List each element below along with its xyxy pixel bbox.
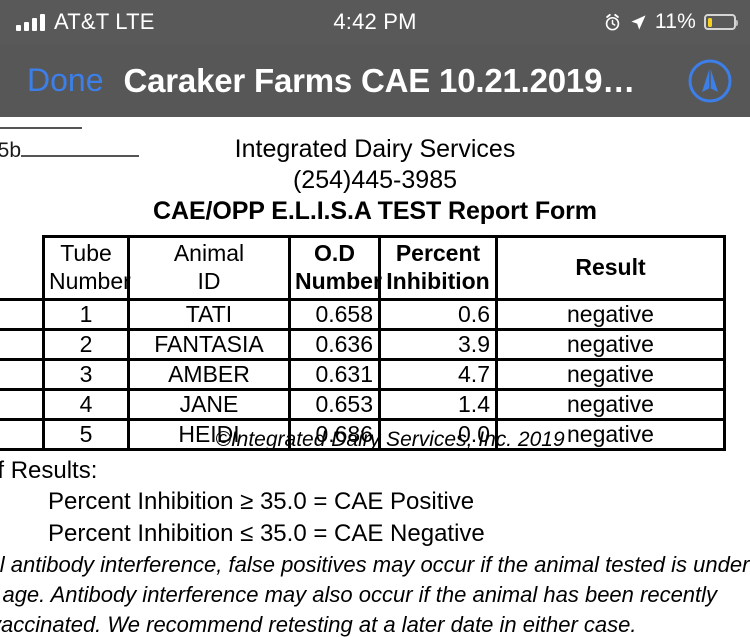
status-bar: AT&T LTE 4:42 PM 11%: [0, 0, 750, 44]
organization-phone: (254)445-3985: [292, 166, 457, 194]
disclaimer-line-3: vaccinated. We recommend retesting at a …: [0, 612, 637, 637]
column-header-result: Result: [495, 235, 726, 301]
cell-id: HEIDI: [127, 418, 291, 451]
copyright-notice: ©Integrated Dairy Services, Inc. 2019: [215, 428, 565, 451]
disclaimer-line-2: of age. Antibody interference may also o…: [0, 582, 718, 607]
cell-id: AMBER: [127, 358, 291, 391]
cell-result: negative: [495, 358, 726, 391]
table-header: Tube Number Animal ID O.D Number Percent In…: [0, 235, 726, 301]
interpretation-negative-rule: Percent Inhibition ≤ 35.0 = CAE Negative: [48, 520, 485, 547]
table-body: 1 TATI 0.658 0.6 negative 2 FANTASIA 0.636 3.9 ne…: [0, 298, 726, 451]
status-bar-left: AT&T LTE: [16, 0, 155, 44]
cell-pi: 4.7: [378, 358, 498, 391]
table-row: 1 TATI 0.658 0.6 negative: [0, 298, 726, 331]
status-bar-right: 11%: [603, 0, 738, 44]
interpretation-heading: n of Results:: [0, 457, 98, 484]
cell-tube: 3: [42, 358, 130, 391]
blank-line: [21, 155, 140, 157]
cell-od: 0.653: [288, 388, 381, 421]
row-prefix-cell: [0, 298, 45, 331]
blank-line: [0, 127, 82, 129]
column-header-pi: Percent Inhibition: [378, 235, 498, 301]
form-field-clipped-top: [0, 117, 82, 135]
column-header-tube: Tube Number: [42, 235, 131, 301]
column-header-od: O.D Number: [288, 235, 382, 301]
clock-label: 4:42 PM: [333, 9, 417, 34]
table-row: 3 AMBER 0.631 4.7 negative: [0, 358, 726, 391]
results-table: Tube Number Animal ID O.D Number Percent In…: [0, 235, 726, 451]
location-arrow-icon: [631, 14, 646, 30]
table-row: 5 HEIDI 0.686 0.0 negative: [0, 418, 726, 451]
safari-compass-icon[interactable]: [686, 57, 734, 105]
cell-pi: 0.6: [378, 298, 498, 331]
cell-result: negative: [495, 328, 726, 361]
cell-od: 0.636: [288, 328, 381, 361]
cell-result: negative: [495, 298, 726, 331]
cell-id: FANTASIA: [127, 328, 291, 361]
disclaimer-line-1: rnal antibody interference, false positi…: [0, 552, 750, 577]
row-prefix-cell: [0, 388, 45, 421]
form-title: CAE/OPP E.L.I.S.A TEST Report Form: [153, 197, 597, 225]
cell-od: 0.631: [288, 358, 381, 391]
cell-tube: 1: [42, 298, 130, 331]
row-prefix-cell: [0, 358, 45, 391]
battery-percent-label: 11%: [654, 10, 696, 33]
alarm-clock-icon: [605, 13, 620, 30]
cell-result: negative: [495, 418, 726, 451]
cell-pi: 3.9: [378, 328, 498, 361]
carrier-label: AT&T LTE: [54, 9, 155, 34]
table-row: 4 JANE 0.653 1.4 negative: [0, 388, 726, 421]
battery-icon: [704, 14, 738, 30]
interpretation-positive-rule: Percent Inhibition ≥ 35.0 = CAE Positive: [48, 488, 475, 515]
cell-pi: 1.4: [378, 388, 498, 421]
cell-tube: 2: [42, 328, 130, 361]
cell-id: JANE: [127, 388, 291, 421]
cell-tube: 5: [42, 418, 130, 451]
status-bar-center: 4:42 PM: [0, 0, 750, 44]
column-header-id: Animal ID: [127, 235, 291, 301]
row-prefix-cell: [0, 418, 45, 451]
cell-pi: 0.0: [378, 418, 498, 451]
row-prefix-cell: [0, 328, 45, 361]
form-field-clipped-second: 55b: [0, 139, 140, 163]
table-row: 2 FANTASIA 0.636 3.9 negative: [0, 328, 726, 361]
cell-tube: 4: [42, 388, 130, 421]
signal-bars-icon: [16, 13, 45, 31]
navigation-bar: Done Caraker Farms CAE 10.21.2019…: [0, 44, 750, 117]
organization-name: Integrated Dairy Services: [234, 135, 516, 163]
done-button[interactable]: Done: [27, 62, 104, 98]
cell-od: 0.658: [288, 298, 381, 331]
page-title: Caraker Farms CAE 10.21.2019…: [123, 61, 636, 99]
document-page: 55b Integrated Dairy Services (254)445-3…: [0, 117, 750, 637]
table-header-row: Tube Number Animal ID O.D Number Percent In…: [0, 235, 726, 301]
cell-result: negative: [495, 388, 726, 421]
header-spacer-cell: [0, 236, 45, 301]
cell-od: 0.686: [288, 418, 381, 451]
cell-id: TATI: [127, 298, 291, 331]
